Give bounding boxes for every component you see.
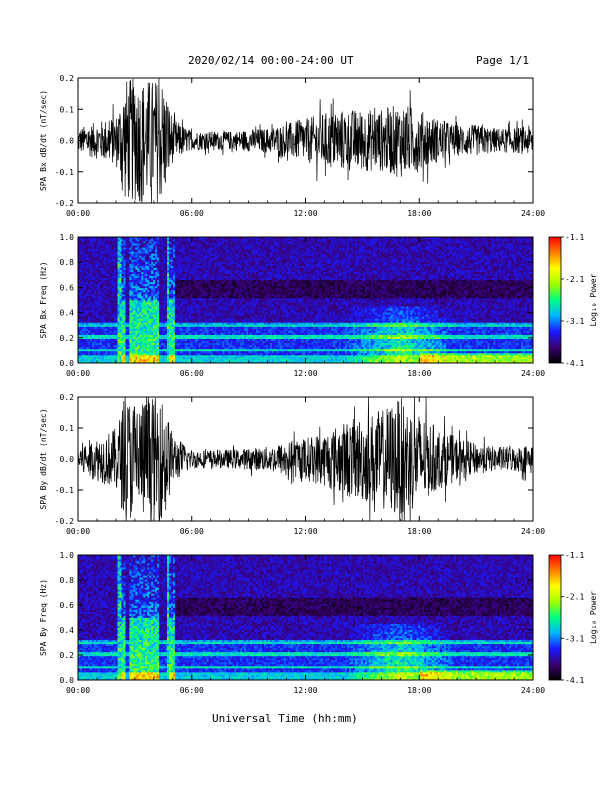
panel-1-colorbar-tick-label: -3.1	[565, 317, 584, 326]
panel-3-ytick-label: 0.8	[60, 576, 75, 585]
panel-1-ylabel: SPA Bx Freq (Hz)	[39, 261, 48, 338]
panel-1-colorbar-title: Log₁₀ Power	[589, 273, 598, 326]
panel-1-xtick-label: 06:00	[180, 369, 204, 378]
panel-0-xtick-label: 06:00	[180, 209, 204, 218]
panel-1-xtick-label: 18:00	[407, 369, 431, 378]
panel-2-xtick-label: 12:00	[293, 527, 317, 536]
panel-1-xtick-label: 00:00	[66, 369, 90, 378]
panel-2-ytick-label: 0.0	[60, 455, 75, 464]
panel-2-ytick-label: -0.1	[55, 486, 74, 495]
panel-3-ytick-label: 1.0	[60, 551, 75, 560]
panel-0-ytick-label: 0.2	[60, 74, 75, 83]
panel-1-ytick-label: 0.4	[60, 309, 75, 318]
panel-3-ytick-label: 0.4	[60, 626, 75, 635]
panel-1-ytick-label: 0.6	[60, 283, 75, 292]
panel-1-ytick-label: 0.0	[60, 359, 75, 368]
panel-0-ylabel: SPA Bx dB/dt (nT/sec)	[39, 90, 48, 191]
panel-3-xtick-label: 12:00	[293, 686, 317, 695]
panel-3-heatmap	[78, 555, 533, 680]
panel-2-xtick-label: 06:00	[180, 527, 204, 536]
panel-3-xtick-label: 18:00	[407, 686, 431, 695]
panel-3-xtick-label: 06:00	[180, 686, 204, 695]
panel-0-xtick-label: 24:00	[521, 209, 545, 218]
panel-3-ylabel: SPA By Freq (Hz)	[39, 579, 48, 656]
panel-3-ytick-label: 0.0	[60, 676, 75, 685]
panel-1-colorbar-tick-label: -1.1	[565, 233, 584, 242]
panel-1-ytick-label: 1.0	[60, 233, 75, 242]
panel-0-xtick-label: 00:00	[66, 209, 90, 218]
panel-1-ytick-label: 0.2	[60, 334, 75, 343]
panel-0-xtick-label: 12:00	[293, 209, 317, 218]
panel-2-ytick-label: 0.2	[60, 393, 75, 402]
panel-0-xtick-label: 18:00	[407, 209, 431, 218]
panel-1-xtick-label: 12:00	[293, 369, 317, 378]
panel-2-xtick-label: 18:00	[407, 527, 431, 536]
panel-3-colorbar-tick-label: -1.1	[565, 551, 584, 560]
panel-3-colorbar-title: Log₁₀ Power	[589, 591, 598, 644]
panel-0-ytick-label: 0.1	[60, 105, 75, 114]
panel-1-ytick-label: 0.8	[60, 258, 75, 267]
panel-1-xtick-label: 24:00	[521, 369, 545, 378]
panel-1-heatmap	[78, 237, 533, 363]
panel-0-ytick-label: 0.0	[60, 137, 75, 146]
panel-1-colorbar	[549, 237, 561, 363]
panel-2-ytick-label: 0.1	[60, 424, 75, 433]
panel-3-colorbar-tick-label: -4.1	[565, 676, 584, 685]
panel-2-ylabel: SPA By dB/dt (nT/sec)	[39, 408, 48, 509]
panel-0-ytick-label: -0.1	[55, 168, 74, 177]
panel-3-colorbar-tick-label: -3.1	[565, 634, 584, 643]
panel-2-xtick-label: 24:00	[521, 527, 545, 536]
panel-2-series-line	[78, 397, 533, 521]
panel-3-xtick-label: 24:00	[521, 686, 545, 695]
panel-1-colorbar-tick-label: -4.1	[565, 359, 584, 368]
panel-3-xtick-label: 00:00	[66, 686, 90, 695]
panel-0-series-line	[78, 78, 533, 203]
panel-3-ytick-label: 0.6	[60, 601, 75, 610]
panel-3-colorbar-tick-label: -2.1	[565, 593, 584, 602]
panel-0-ytick-label: -0.2	[55, 199, 74, 208]
panel-3-ytick-label: 0.2	[60, 651, 75, 660]
panel-2-xtick-label: 00:00	[66, 527, 90, 536]
panel-3-colorbar	[549, 555, 561, 680]
panel-2-ytick-label: -0.2	[55, 517, 74, 526]
panel-1-colorbar-tick-label: -2.1	[565, 275, 584, 284]
